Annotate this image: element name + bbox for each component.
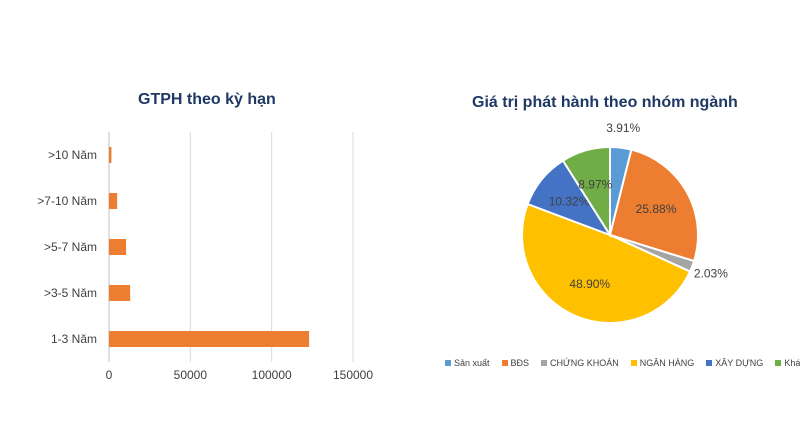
legend-swatch	[445, 360, 451, 366]
legend-swatch	[541, 360, 548, 366]
y-category-label: 1-3 Năm	[51, 332, 97, 346]
y-category-label: >10 Năm	[48, 148, 97, 162]
legend-label: XÂY DỰNG	[715, 358, 764, 368]
pie-chart-title: Giá trị phát hành theo nhóm ngành	[472, 94, 738, 111]
legend-item: Sản xuất	[445, 358, 490, 368]
pie-data-label: 48.90%	[569, 277, 610, 291]
pie-data-label: 8.97%	[578, 177, 612, 191]
legend-item: CHỨNG KHOÁN	[541, 358, 619, 368]
bar	[109, 239, 127, 255]
bar	[109, 331, 310, 347]
x-tick-label: 100000	[252, 368, 292, 382]
x-tick-label: 150000	[333, 368, 373, 382]
x-tick-label: 50000	[174, 368, 208, 382]
legend-label: NGÂN HÀNG	[639, 358, 695, 368]
legend-swatch	[630, 360, 637, 366]
pie-data-label: 2.03%	[694, 267, 728, 281]
y-category-label: >7-10 Năm	[37, 194, 97, 208]
pie-data-label: 25.88%	[636, 202, 677, 216]
legend-item: XÂY DỰNG	[706, 358, 763, 368]
bar-chart-title: GTPH theo kỳ hạn	[138, 91, 276, 108]
legend-label: Sản xuất	[454, 358, 490, 368]
legend-label: Khác	[784, 358, 800, 368]
y-category-label: >3-5 Năm	[44, 286, 97, 300]
bar	[109, 193, 118, 209]
pie-data-label: 10.32%	[549, 195, 590, 209]
y-category-label: >5-7 Năm	[44, 240, 97, 254]
pie-slice	[608, 148, 699, 263]
pie-slice	[561, 145, 611, 239]
bar	[109, 285, 131, 301]
x-tick-label: 0	[106, 368, 113, 382]
legend-item: Khác	[775, 358, 800, 368]
legend-item: BĐS	[501, 358, 530, 368]
legend-swatch	[706, 360, 713, 366]
bar	[109, 147, 112, 163]
pie-chart: 3.91% 25.88% 2.03% 48.90% 10.32% 8.97%	[521, 121, 728, 325]
legend-item: NGÂN HÀNG	[630, 358, 695, 368]
pie-slice	[521, 202, 692, 325]
legend-swatch	[775, 360, 782, 366]
legend-label: BĐS	[510, 358, 530, 368]
legend-label: CHỨNG KHOÁN	[550, 358, 619, 368]
legend-swatch	[501, 360, 508, 366]
pie-legend: Sản xuất BĐS CHỨNG KHOÁN NGÂN HÀNG XÂY DỰNG K…	[445, 358, 800, 368]
pie-data-label: 3.91%	[606, 121, 640, 135]
bar-chart: 0 50000 100000 150000 >10 Năm >7-10 Năm >5-7 N…	[37, 132, 373, 382]
